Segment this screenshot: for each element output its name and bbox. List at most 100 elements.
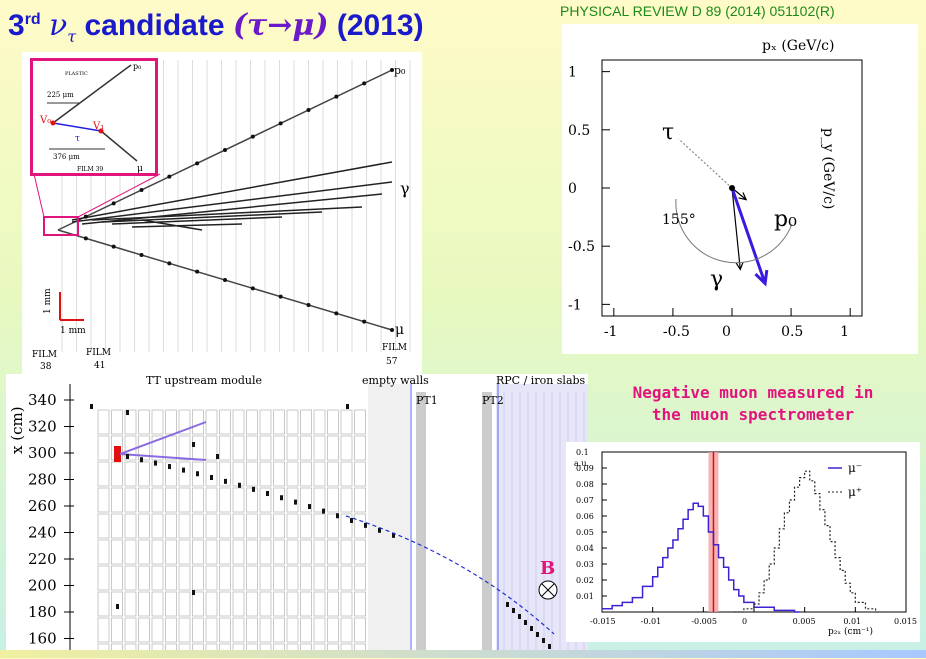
vertex-inset: PLASTIC p₀ V₀ V₁ τ 225 μm 376 μm μ FILM … (30, 58, 158, 176)
tt-brick (205, 565, 218, 591)
tt-brick (313, 591, 326, 617)
vertex-box (114, 446, 121, 462)
isolated-hit (192, 590, 195, 595)
gamma-shower (71, 161, 393, 231)
hist-xtick-label: 0.005 (793, 617, 816, 626)
tt-brick (97, 539, 110, 565)
p0-dot (306, 108, 311, 112)
momentum-vectors (678, 138, 769, 287)
hit (392, 532, 395, 538)
tt-brick (327, 591, 339, 617)
hist-xtick-label: -0.005 (691, 617, 717, 626)
inset-p0: p₀ (133, 62, 141, 71)
hit (126, 454, 129, 459)
tt-brick (259, 591, 272, 617)
tt-brick (340, 617, 353, 643)
tt-brick (192, 539, 204, 565)
tt-brick (246, 513, 258, 539)
hist-xtick-label: -0.015 (590, 617, 616, 626)
gamma-label: γ (710, 267, 723, 292)
tt-brick (219, 591, 231, 617)
film41-number: 41 (94, 361, 105, 371)
hist-ytick-label: 0.1 (576, 448, 589, 457)
tt-brick (151, 487, 164, 513)
tt-brick (178, 617, 191, 643)
tt-brick (313, 565, 326, 591)
tt-brick (259, 409, 272, 435)
mu-dot (250, 286, 255, 291)
hist-ytick-label: 0.03 (576, 560, 594, 569)
zoom-connector-1 (33, 173, 45, 218)
momentum-ticks: -1 -0.5 0 0.5 1 1 0.5 0 -0.5 -1 (568, 65, 851, 340)
p0-dot (362, 81, 367, 86)
py-tick-label: -0.5 (568, 239, 595, 255)
tt-brick (192, 513, 204, 539)
rpc-hit (512, 608, 515, 613)
tt-brick (273, 565, 285, 591)
hist-ylabel: a.u. (574, 459, 589, 468)
tt-brick (286, 617, 299, 643)
tt-brick (354, 487, 366, 513)
hist-xlabel: p₂ₓ (cm⁻¹) (828, 626, 873, 637)
tt-brick (138, 487, 150, 513)
det-tick-label: 220 (28, 550, 57, 568)
tt-brick (354, 513, 366, 539)
px-tick-label: 1 (840, 324, 849, 340)
tt-brick (111, 539, 123, 565)
py-tick-label: 1 (568, 65, 577, 81)
tt-brick (300, 461, 312, 487)
angle-arc (675, 198, 793, 264)
tt-brick (340, 435, 353, 461)
tt-brick (313, 617, 326, 643)
vertex-inset-svg: PLASTIC p₀ V₀ V₁ τ 225 μm 376 μm μ FILM … (39, 62, 143, 174)
tt-brick (205, 539, 218, 565)
tt-brick (246, 461, 258, 487)
isolated-hit (192, 442, 195, 447)
inset-p0-track (52, 64, 132, 124)
inset-d2: 376 μm (53, 153, 80, 161)
tt-brick (205, 591, 218, 617)
tt-brick (97, 513, 110, 539)
p0-dot (334, 94, 339, 99)
tt-brick (232, 487, 245, 513)
p0-dot (223, 148, 227, 152)
tt-brick (300, 435, 312, 461)
tt-brick (151, 513, 164, 539)
mu-minus-histogram (602, 502, 800, 613)
tt-brick (111, 591, 123, 617)
tt-brick (354, 461, 366, 487)
mu-dot (390, 328, 394, 332)
tt-brick (354, 617, 366, 643)
spectrometer-caption: Negative muon measured in the muon spect… (588, 382, 918, 426)
tau-label: τ (662, 120, 674, 145)
tt-brick (124, 591, 137, 617)
film57-number: 57 (386, 357, 398, 367)
hist-ytick-label: 0.05 (576, 528, 594, 537)
rpc-hit (536, 632, 539, 637)
mu-dot (139, 253, 144, 257)
tt-brick (178, 461, 191, 487)
tt-brick (124, 513, 137, 539)
p0-dot (195, 161, 200, 166)
tt-brick (151, 435, 164, 461)
tt-brick (232, 409, 245, 435)
tt-brick (273, 487, 285, 513)
inset-tau-track (52, 122, 102, 132)
tt-brick (124, 487, 137, 513)
hit (168, 464, 171, 470)
inset-tau: τ (75, 134, 80, 144)
scale-label-v: 1 mm (43, 288, 53, 314)
tt-brick (165, 539, 177, 565)
zoom-connector-2 (77, 173, 161, 218)
momentum-plot-svg: pₓ (GeV/c) p_y (GeV/c) -1 -0.5 0 0.5 110.50-… (568, 38, 863, 340)
hist-xtick-label: 0 (742, 617, 747, 626)
tt-brick (300, 565, 312, 591)
p0-dot (111, 201, 116, 206)
tt-brick (354, 435, 366, 461)
histogram-frame (601, 451, 907, 613)
tt-brick (138, 591, 150, 617)
mu-dot (195, 269, 200, 274)
isolated-hit (126, 410, 129, 415)
p0-dot (250, 134, 255, 139)
p0-dot (139, 188, 144, 192)
